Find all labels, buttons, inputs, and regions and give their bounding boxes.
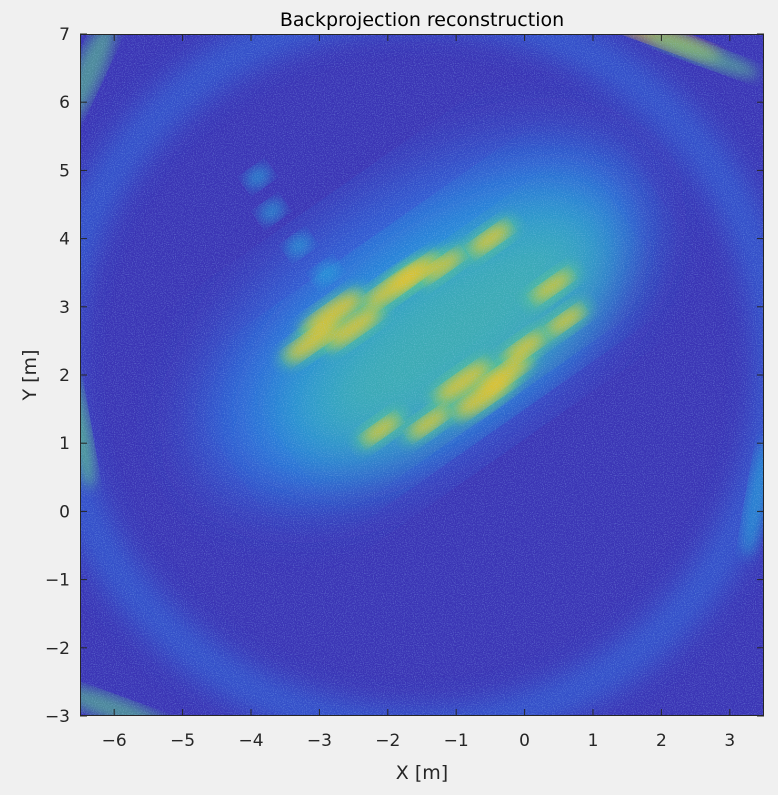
- x-axis-label: X [m]: [396, 762, 448, 784]
- y-tick-label: −2: [45, 639, 70, 659]
- y-tick-label: 6: [59, 93, 70, 113]
- y-tick-label: 1: [59, 434, 70, 454]
- x-tick-label: −6: [102, 731, 127, 751]
- y-tick-label: −3: [45, 707, 70, 727]
- plot-area: [80, 34, 764, 716]
- x-tick-label: 1: [588, 731, 599, 751]
- y-axis-label: Y [m]: [19, 350, 41, 402]
- y-tick-label: 7: [59, 25, 70, 45]
- heatmap-speckle: [80, 34, 764, 716]
- x-tick-label: 2: [656, 731, 667, 751]
- y-tick-label: 0: [59, 502, 70, 522]
- y-tick-label: 2: [59, 366, 70, 386]
- x-tick-label: 0: [519, 731, 530, 751]
- x-tick-label: −5: [170, 731, 195, 751]
- x-tick-label: −2: [375, 731, 400, 751]
- y-tick-label: 4: [59, 230, 70, 250]
- x-tick-label: −3: [307, 731, 332, 751]
- chart-title: Backprojection reconstruction: [280, 9, 564, 31]
- x-tick-label: −1: [444, 731, 469, 751]
- x-tick-label: −4: [238, 731, 263, 751]
- y-tick-label: 3: [59, 298, 70, 318]
- y-tick-label: 5: [59, 161, 70, 181]
- x-tick-label: 3: [724, 731, 735, 751]
- x-axis: −6 −5 −4 −3 −2 −1 0 1 2 3: [102, 34, 735, 751]
- y-axis: −3 −2 −1 0 1 2 3 4 5 6 7: [45, 25, 764, 727]
- y-tick-label: −1: [45, 571, 70, 591]
